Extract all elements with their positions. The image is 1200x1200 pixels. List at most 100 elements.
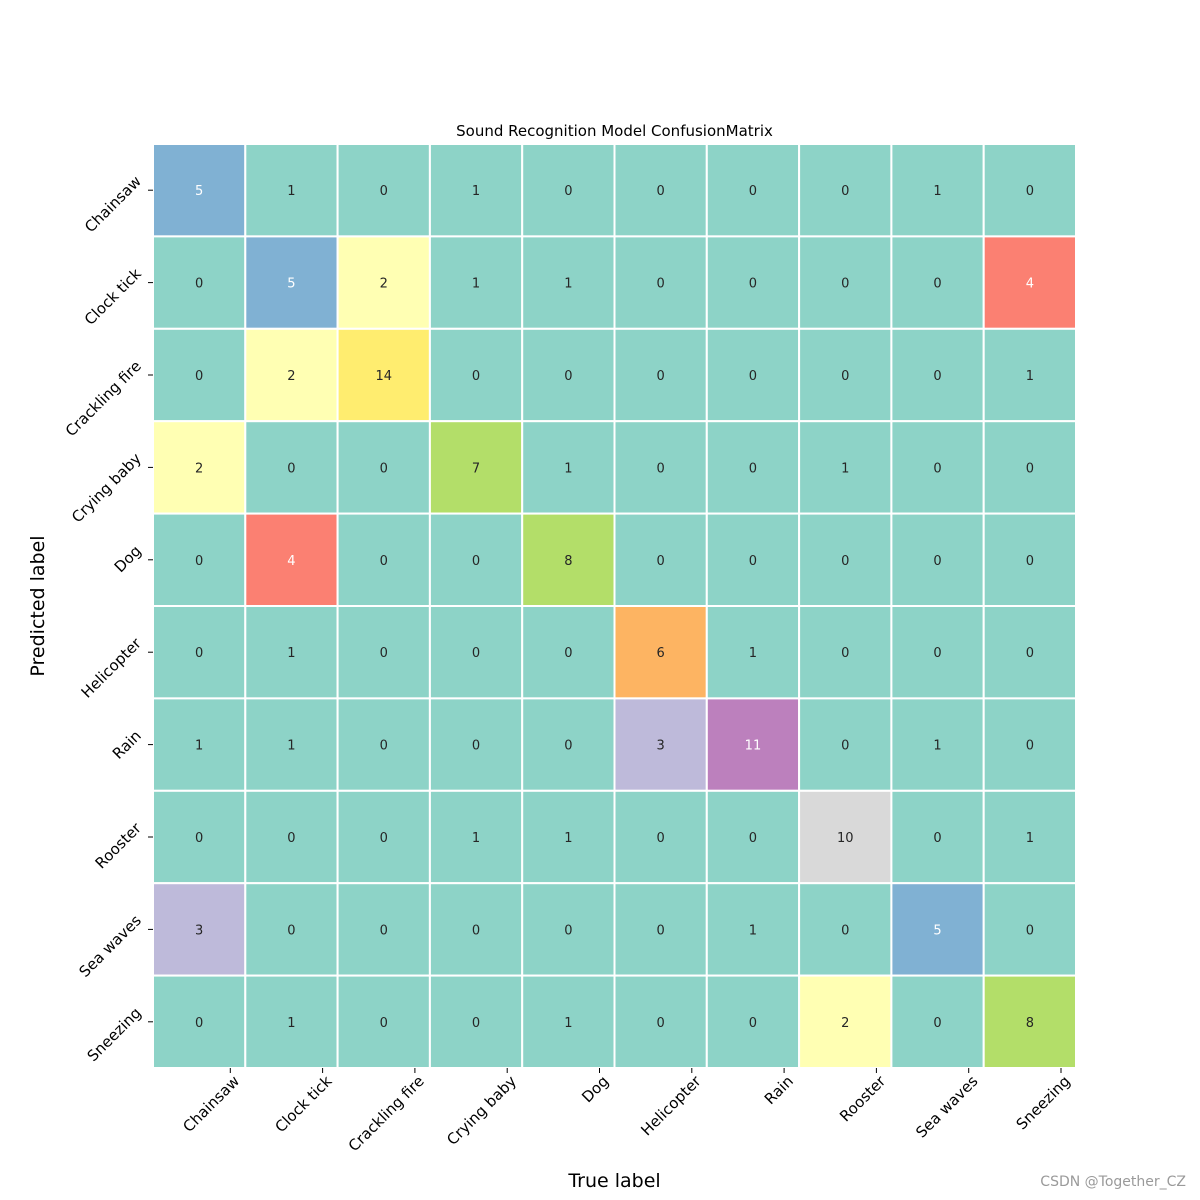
cell-value-label: 0 (933, 554, 941, 569)
cell-value-label: 0 (472, 646, 480, 661)
heatmap-cell (428, 605, 524, 700)
cell-value-label: 0 (380, 184, 388, 199)
heatmap-cell (152, 143, 247, 238)
cell-value-label: 1 (287, 739, 295, 754)
cell-value-label: 0 (1026, 461, 1034, 476)
cell-value-label: 0 (287, 461, 295, 476)
heatmap-cell (428, 235, 524, 330)
heatmap-cells: 5 1 0 1 0 0 0 0 1 00 5 2 1 1 0 0 0 0 40 2 14 0 0 0 0 0 0 12 0 0 7 1 0 0 1 0… (152, 143, 1078, 1069)
heatmap-cell (982, 882, 1078, 977)
cell-value-label: 1 (564, 831, 572, 846)
heatmap-cell (428, 882, 524, 977)
heatmap-cell (521, 789, 616, 885)
x-tick-label: Rooster (836, 1072, 890, 1126)
cell-value-label: 0 (564, 369, 572, 384)
heatmap-cell (705, 974, 801, 1069)
x-tick-label: Dog (578, 1072, 612, 1106)
x-tick-label: Crying baby (443, 1072, 520, 1149)
cell-value-label: 0 (472, 554, 480, 569)
cell-value-label: 0 (749, 831, 757, 846)
cell-value-label: 4 (287, 554, 295, 569)
heatmap-cell (613, 605, 708, 700)
heatmap-cell (890, 974, 985, 1069)
heatmap-cell (613, 143, 708, 238)
cell-value-label: 0 (749, 461, 757, 476)
cell-value-label: 0 (657, 277, 665, 292)
heatmap-cell (890, 512, 985, 607)
heatmap-cell (428, 697, 524, 792)
cell-value-label: 0 (195, 277, 203, 292)
cell-value-label: 0 (380, 923, 388, 938)
heatmap-cell (705, 789, 801, 885)
cell-value-label: 1 (287, 184, 295, 199)
cell-value-label: 1 (933, 184, 941, 199)
cell-value-label: 0 (841, 646, 849, 661)
heatmap-cell (152, 327, 247, 423)
cell-value-label: 0 (933, 1016, 941, 1031)
cell-value-label: 0 (933, 461, 941, 476)
cell-value-label: 1 (564, 277, 572, 292)
y-tick-label: Sea waves (75, 911, 144, 980)
heatmap-cell (798, 789, 893, 885)
cell-value-label: 0 (472, 923, 480, 938)
cell-value-label: 0 (1026, 184, 1034, 199)
y-tick-label: Rooster (92, 819, 146, 873)
heatmap-cell (890, 882, 985, 977)
heatmap-cell (152, 974, 247, 1069)
heatmap-cell (521, 882, 616, 977)
heatmap-cell (890, 697, 985, 792)
y-axis-label: Predicted label (27, 535, 49, 676)
heatmap-cell (613, 974, 708, 1069)
heatmap-cell (705, 882, 801, 977)
cell-value-label: 0 (195, 1016, 203, 1031)
cell-value-label: 8 (564, 554, 572, 569)
x-tick-label: Sea waves (912, 1072, 981, 1141)
cell-value-label: 0 (749, 184, 757, 199)
cell-value-label: 0 (380, 461, 388, 476)
cell-value-label: 8 (1026, 1016, 1034, 1031)
heatmap-cell (336, 605, 431, 700)
cell-value-label: 5 (195, 184, 203, 199)
y-tick-label: Crying baby (68, 449, 145, 526)
heatmap-cell (890, 789, 985, 885)
cell-value-label: 1 (1026, 369, 1034, 384)
heatmap-cell (521, 512, 616, 607)
cell-value-label: 0 (657, 1016, 665, 1031)
cell-value-label: 0 (564, 646, 572, 661)
cell-value-label: 5 (933, 923, 941, 938)
heatmap-cell (705, 327, 801, 423)
heatmap-cell (336, 143, 431, 238)
heatmap-cell (798, 697, 893, 792)
heatmap-cell (982, 789, 1078, 885)
cell-value-label: 0 (380, 1016, 388, 1031)
cell-value-label: 5 (287, 277, 295, 292)
heatmap-cell (244, 235, 339, 330)
heatmap-cell (798, 882, 893, 977)
cell-value-label: 0 (380, 554, 388, 569)
cell-value-label: 0 (1026, 739, 1034, 754)
cell-value-label: 2 (380, 277, 388, 292)
cell-value-label: 1 (472, 277, 480, 292)
cell-value-label: 1 (749, 646, 757, 661)
cell-value-label: 0 (933, 646, 941, 661)
cell-value-label: 0 (195, 646, 203, 661)
heatmap-cell (336, 327, 431, 423)
x-tick-label: Sneezing (1013, 1072, 1074, 1133)
y-tick-label: Chainsaw (81, 172, 145, 236)
cell-value-label: 0 (749, 277, 757, 292)
x-axis-label: True label (567, 1170, 660, 1192)
cell-value-label: 0 (472, 369, 480, 384)
watermark: CSDN @Together_CZ (1040, 1174, 1186, 1190)
cell-value-label: 0 (380, 646, 388, 661)
heatmap-cell (521, 605, 616, 700)
heatmap-cell (982, 974, 1078, 1069)
cell-value-label: 1 (841, 461, 849, 476)
cell-value-label: 0 (933, 369, 941, 384)
heatmap-cell (798, 974, 893, 1069)
heatmap-cell (152, 697, 247, 792)
heatmap-cell (798, 235, 893, 330)
cell-value-label: 3 (195, 923, 203, 938)
cell-value-label: 6 (657, 646, 665, 661)
cell-value-label: 3 (657, 739, 665, 754)
y-tick-label: Dog (111, 542, 145, 576)
